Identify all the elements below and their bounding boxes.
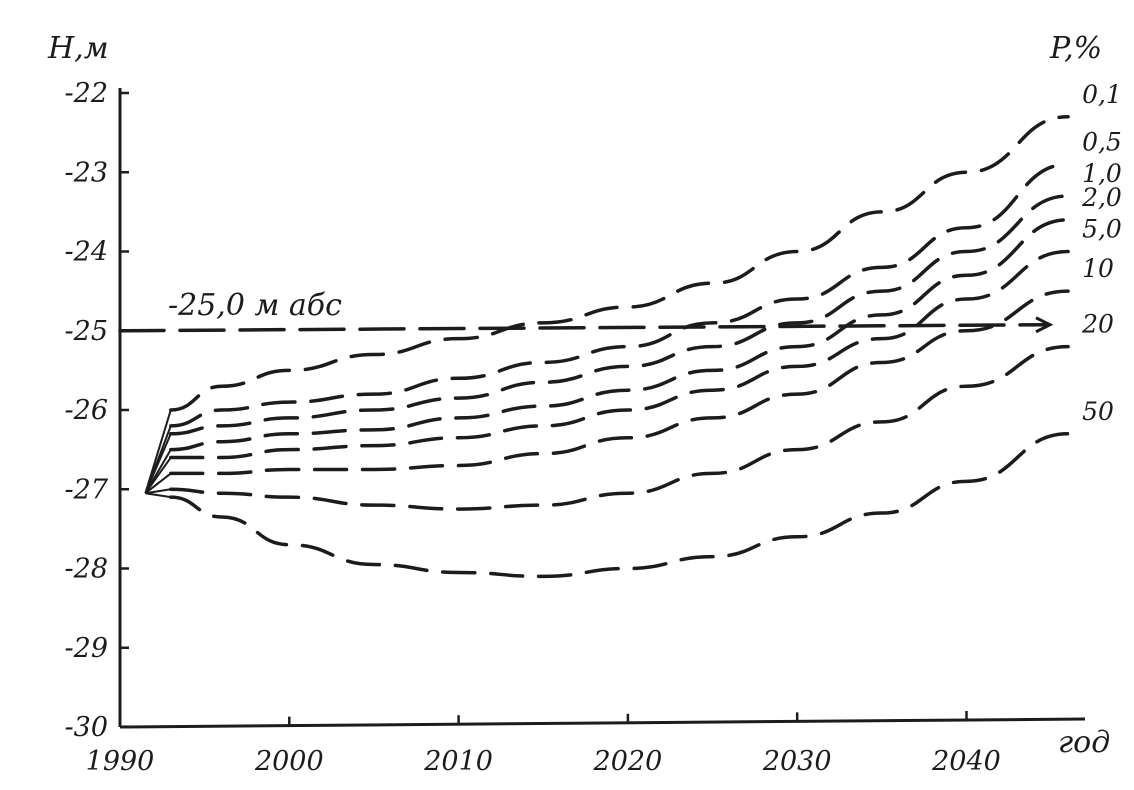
x-tick-label: 1990 <box>86 746 155 777</box>
series-label: 2,0 <box>1081 183 1122 212</box>
series-label: 5,0 <box>1082 215 1122 244</box>
x-axis-line <box>119 717 1086 729</box>
series-labels: 0,1 0,5 1,02,0 5,0 10 20 50 <box>1081 80 1122 426</box>
series-line-10 <box>169 289 1070 476</box>
y-axis-title: H,м <box>47 31 109 66</box>
reference-line-annotation: -25,0 м абс <box>168 288 342 323</box>
series-line-20 <box>169 344 1070 511</box>
series-origin-stroke <box>144 433 172 494</box>
y-tick-label: -25 <box>65 316 108 347</box>
x-tick-label: 2030 <box>762 746 832 777</box>
y-tick-label: -28 <box>65 554 108 585</box>
series-line-2-0 <box>169 218 1070 452</box>
series-line-1-0 <box>169 194 1070 436</box>
series-label: 20 <box>1081 310 1114 339</box>
legend-title: P,% <box>1049 31 1102 66</box>
x-axis-title: год <box>1058 725 1110 760</box>
y-tick-label: -30 <box>65 712 108 743</box>
x-tick-label: 2020 <box>593 746 663 777</box>
series-label: 1,0 <box>1082 159 1122 188</box>
y-tick-label: -29 <box>65 633 108 664</box>
reference-line <box>118 323 1047 333</box>
x-tick-label: 2040 <box>931 746 1001 777</box>
series-label: 0,1 <box>1082 80 1122 109</box>
series-group <box>144 115 1070 579</box>
series-origin-stroke <box>145 488 171 495</box>
axes <box>118 88 1086 729</box>
series-label: 50 <box>1082 397 1114 426</box>
reference-arrow-head <box>1035 316 1054 334</box>
series-origin-stroke <box>144 472 172 495</box>
series-line-50 <box>169 432 1070 579</box>
y-tick-label: -26 <box>65 395 108 426</box>
series-line-0-5 <box>169 162 1070 428</box>
series-origin-stroke <box>144 456 172 494</box>
y-tick-label: -23 <box>65 157 108 188</box>
reference-line-group <box>118 316 1054 334</box>
series-label: 10 <box>1082 254 1114 283</box>
series-line-5-0 <box>169 249 1070 460</box>
series-line-0-1 <box>169 115 1070 412</box>
y-tick-label: -24 <box>65 237 108 268</box>
series-origin-stroke <box>145 492 171 499</box>
y-tick-label: -27 <box>65 474 109 505</box>
series-label: 0,5 <box>1082 127 1122 156</box>
y-tick-label: -22 <box>65 78 108 109</box>
x-tick-label: 2000 <box>254 746 324 777</box>
x-tick-label: 2010 <box>423 746 493 777</box>
